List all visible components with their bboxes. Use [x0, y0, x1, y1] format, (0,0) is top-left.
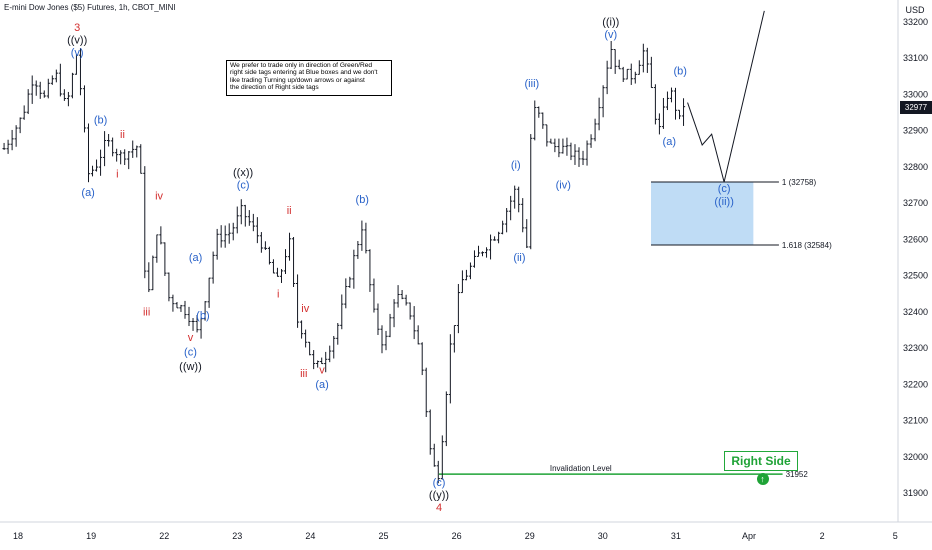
x-tick-label: 29: [525, 531, 535, 541]
wave-label: ii: [120, 129, 125, 141]
note-line: We prefer to trade only in direction of …: [230, 62, 373, 69]
x-tick-label: 30: [598, 531, 608, 541]
y-tick-label: 32000: [903, 452, 928, 462]
wave-label: i: [116, 169, 118, 181]
invalidation-label: Invalidation Level: [550, 464, 612, 473]
note-line: like trading Turning up/down arrows or a…: [230, 76, 365, 84]
wave-label: (iv): [556, 180, 571, 192]
wave-label: (b): [356, 194, 369, 206]
y-tick-label: 32200: [903, 379, 928, 389]
y-tick-label: 32900: [903, 126, 928, 136]
x-tick-label: 5: [893, 531, 898, 541]
note-line: the direction of Right side tags: [230, 84, 319, 92]
wave-label: i: [277, 288, 279, 300]
wave-label: v: [319, 364, 325, 376]
wave-label: (b): [196, 310, 209, 322]
y-tick-label: 31900: [903, 488, 928, 498]
wave-label: 4: [436, 502, 442, 514]
y-tick-label: 32800: [903, 162, 928, 172]
y-tick-label: 33000: [903, 89, 928, 99]
right-side-tag: Right Side ↑: [724, 451, 798, 485]
wave-label: (iii): [525, 78, 540, 90]
wave-label: iv: [301, 303, 309, 315]
trading-note: We prefer to trade only in direction of …: [226, 60, 392, 96]
x-tick-label: 22: [159, 531, 169, 541]
wave-label: ((w)): [179, 361, 202, 373]
x-tick-label: 2: [820, 531, 825, 541]
projection-path: [687, 10, 765, 183]
wave-label: (ii): [513, 252, 525, 264]
wave-label: iii: [143, 306, 150, 318]
wave-label: ((ii)): [714, 196, 734, 208]
x-tick-label: Apr: [742, 531, 756, 541]
invalidation-value: 31952: [786, 470, 809, 479]
note-line: right side tags entering at Blue boxes a…: [230, 69, 378, 77]
y-tick-label: 32100: [903, 416, 928, 426]
wave-label: (a): [189, 252, 202, 264]
wave-label: 3: [74, 22, 80, 34]
wave-label: (v): [71, 47, 84, 59]
y-tick-label: 32400: [903, 307, 928, 317]
fib-level-label: 1 (32758): [782, 178, 817, 187]
x-tick-label: 18: [13, 531, 23, 541]
wave-label: (c): [184, 346, 197, 358]
wave-label: iii: [300, 368, 307, 380]
y-tick-label: 33100: [903, 53, 928, 63]
x-tick-label: 24: [305, 531, 315, 541]
wave-label: ii: [287, 205, 292, 217]
wave-label: (a): [315, 379, 328, 391]
wave-label: (a): [81, 187, 94, 199]
chart-title: E-mini Dow Jones ($5) Futures, 1h, CBOT_…: [4, 3, 176, 12]
y-tick-label: 32300: [903, 343, 928, 353]
blue-box: [651, 181, 754, 246]
y-tick-label: 32600: [903, 234, 928, 244]
wave-label: (c): [237, 180, 250, 192]
wave-label: ((y)): [429, 489, 449, 501]
wave-label: (v): [604, 29, 617, 41]
last-price-tag: 32977: [900, 101, 932, 114]
y-tick-label: 32700: [903, 198, 928, 208]
wave-label: ((v)): [67, 35, 87, 47]
x-tick-label: 25: [378, 531, 388, 541]
x-tick-label: 26: [452, 531, 462, 541]
wave-label: (b): [94, 114, 107, 126]
wave-label: ((x)): [233, 167, 253, 179]
wave-label: ((i)): [602, 16, 619, 28]
wave-label: (a): [663, 136, 676, 148]
wave-label: (c): [718, 183, 731, 195]
wave-label: (c): [433, 477, 446, 489]
wave-label: v: [188, 332, 194, 344]
x-tick-label: 19: [86, 531, 96, 541]
arrow-up-icon: ↑: [756, 473, 769, 485]
right-side-label: Right Side: [731, 454, 791, 468]
wave-label: (b): [674, 65, 687, 77]
y-tick-label: 32500: [903, 271, 928, 281]
wave-label: (i): [511, 160, 521, 172]
y-tick-label: 33200: [903, 17, 928, 27]
fib-level-label: 1.618 (32584): [782, 241, 832, 250]
currency-label: USD: [905, 5, 925, 15]
x-tick-label: 31: [671, 531, 681, 541]
x-tick-label: 23: [232, 531, 242, 541]
wave-label: iv: [155, 190, 163, 202]
